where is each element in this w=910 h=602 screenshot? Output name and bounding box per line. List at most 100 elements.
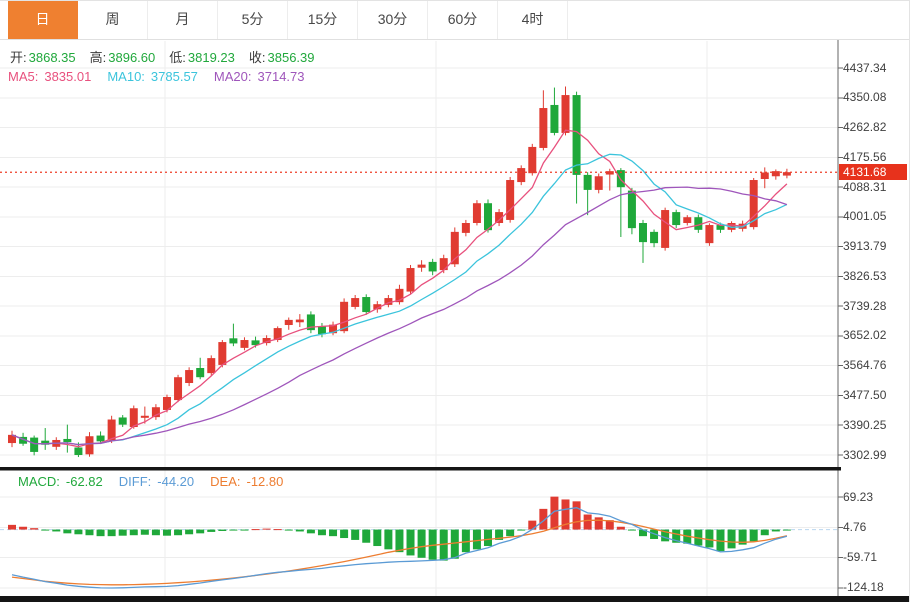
macd-bar bbox=[52, 529, 61, 532]
candle-body bbox=[594, 176, 603, 190]
candle-body bbox=[295, 319, 304, 323]
macd-axis-label-3: -124.18 bbox=[843, 580, 884, 595]
macd-bar bbox=[782, 529, 791, 531]
macd-bar bbox=[384, 529, 393, 550]
price-axis-label-7: 3826.53 bbox=[843, 268, 887, 283]
close-value: 3856.39 bbox=[267, 50, 315, 65]
price-axis-label-0: 4437.34 bbox=[843, 60, 887, 75]
tab-timeframe-6[interactable]: 60分 bbox=[428, 1, 498, 39]
candle-body bbox=[373, 304, 382, 310]
candle-body bbox=[19, 436, 28, 444]
candle-body bbox=[8, 434, 16, 444]
macd-bar bbox=[317, 529, 326, 536]
candle-body bbox=[484, 203, 493, 231]
candle-body bbox=[207, 358, 216, 374]
macd-bar bbox=[174, 529, 183, 536]
candle-body bbox=[74, 447, 83, 455]
macd-bar bbox=[627, 529, 636, 531]
candle-body bbox=[162, 396, 171, 410]
price-axis-label-5: 4001.05 bbox=[843, 209, 887, 224]
candle-body bbox=[694, 217, 703, 230]
macd-bar bbox=[716, 529, 725, 552]
candle-body bbox=[638, 223, 647, 243]
candle-body bbox=[583, 174, 592, 190]
macd-bar bbox=[8, 524, 16, 530]
macd-bar bbox=[417, 529, 426, 558]
macd-bar bbox=[472, 529, 481, 550]
candle-body bbox=[30, 437, 39, 452]
price-axis-label-13: 3302.99 bbox=[843, 447, 887, 462]
candle-body bbox=[572, 95, 581, 175]
tab-timeframe-3[interactable]: 5分 bbox=[218, 1, 288, 39]
candle-body bbox=[517, 168, 526, 183]
macd-bar bbox=[450, 529, 459, 559]
high-value: 3896.60 bbox=[108, 50, 156, 65]
macd-bar bbox=[273, 529, 282, 531]
macd-bar bbox=[140, 529, 149, 535]
macd-bar bbox=[240, 529, 249, 531]
macd-bar bbox=[506, 529, 515, 537]
macd-bar bbox=[749, 529, 758, 542]
timeframe-tab-bar: 日周月 5分 15分 30分 60分 4时 bbox=[0, 0, 909, 40]
macd-bar bbox=[495, 529, 504, 540]
macd-axis-label-1: 4.76 bbox=[843, 519, 867, 534]
candle-body bbox=[85, 436, 94, 455]
candle-body bbox=[218, 342, 227, 365]
macd-bar bbox=[561, 499, 570, 530]
ma10-line bbox=[11, 153, 788, 446]
candle-body bbox=[428, 261, 437, 272]
tab-timeframe-0[interactable]: 日 bbox=[8, 1, 78, 39]
candle-body bbox=[273, 328, 282, 341]
macd-bar bbox=[539, 508, 548, 530]
dea-label: DEA: bbox=[210, 474, 241, 489]
candle-body bbox=[417, 264, 426, 268]
tab-timeframe-7[interactable]: 4时 bbox=[498, 1, 568, 39]
candle-body bbox=[495, 212, 504, 224]
candle-body bbox=[528, 146, 537, 174]
macd-bar bbox=[262, 528, 271, 530]
tab-timeframe-2[interactable]: 月 bbox=[148, 1, 218, 39]
ma-readout: MA5: 3835.01 MA10: 3785.57 MA20: 3714.73 bbox=[8, 69, 311, 84]
macd-bar bbox=[517, 529, 526, 531]
candle-body bbox=[650, 231, 659, 244]
macd-bar bbox=[74, 529, 83, 535]
macd-bar bbox=[395, 529, 404, 553]
macd-bar bbox=[760, 529, 769, 536]
macd-bar bbox=[550, 496, 559, 530]
macd-bar bbox=[196, 529, 205, 534]
price-axis-label-10: 3564.76 bbox=[843, 358, 887, 373]
candle-body bbox=[118, 417, 127, 425]
candle-body bbox=[472, 203, 481, 224]
tab-timeframe-4[interactable]: 15分 bbox=[288, 1, 358, 39]
price-axis-label-8: 3739.28 bbox=[843, 298, 887, 313]
macd-bar bbox=[439, 529, 448, 561]
macd-bar bbox=[528, 520, 537, 530]
macd-bar bbox=[218, 529, 227, 531]
close-label: 收: bbox=[248, 50, 266, 65]
tab-timeframe-5[interactable]: 30分 bbox=[358, 1, 428, 39]
candle-body bbox=[506, 180, 515, 220]
macd-value: -62.82 bbox=[65, 474, 103, 489]
candle-body bbox=[561, 95, 570, 133]
candle-body bbox=[395, 288, 404, 303]
price-axis-label-2: 4262.82 bbox=[843, 120, 887, 135]
candle-body bbox=[174, 377, 183, 401]
macd-bar bbox=[129, 529, 138, 536]
macd-bar bbox=[727, 529, 736, 549]
macd-bar bbox=[406, 529, 415, 556]
candle-body bbox=[284, 319, 293, 326]
candle-body bbox=[450, 231, 459, 265]
candle-body bbox=[406, 268, 415, 292]
candle-body bbox=[107, 419, 116, 441]
tab-timeframe-1[interactable]: 周 bbox=[78, 1, 148, 39]
candle-body bbox=[329, 324, 338, 334]
candle-body bbox=[672, 212, 681, 226]
bottom-bar bbox=[0, 596, 909, 602]
ma20-value: 3714.73 bbox=[257, 69, 305, 84]
dea-line bbox=[11, 519, 788, 586]
candle-body bbox=[661, 210, 670, 248]
macd-bar bbox=[351, 529, 360, 540]
macd-bar bbox=[207, 529, 216, 532]
candle-body bbox=[539, 108, 548, 148]
